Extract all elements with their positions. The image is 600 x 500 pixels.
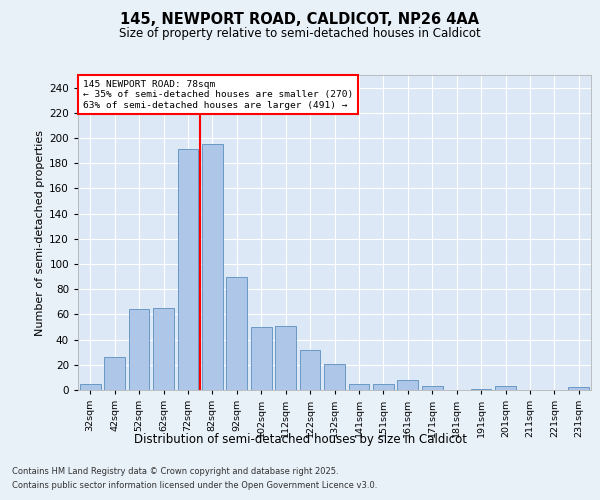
- Bar: [128, 310, 149, 390]
- Bar: [470, 388, 491, 390]
- Text: Size of property relative to semi-detached houses in Caldicot: Size of property relative to semi-detach…: [119, 28, 481, 40]
- Y-axis label: Number of semi-detached properties: Number of semi-detached properties: [35, 130, 45, 336]
- Bar: [226, 276, 247, 390]
- Bar: [397, 380, 418, 390]
- Text: 145 NEWPORT ROAD: 78sqm
← 35% of semi-detached houses are smaller (270)
63% of s: 145 NEWPORT ROAD: 78sqm ← 35% of semi-de…: [83, 80, 353, 110]
- Bar: [349, 384, 370, 390]
- Bar: [495, 386, 516, 390]
- Bar: [568, 388, 589, 390]
- Text: Contains public sector information licensed under the Open Government Licence v3: Contains public sector information licen…: [12, 481, 377, 490]
- Text: Distribution of semi-detached houses by size in Caldicot: Distribution of semi-detached houses by …: [133, 432, 467, 446]
- Bar: [178, 150, 199, 390]
- Bar: [275, 326, 296, 390]
- Bar: [324, 364, 345, 390]
- Text: 145, NEWPORT ROAD, CALDICOT, NP26 4AA: 145, NEWPORT ROAD, CALDICOT, NP26 4AA: [121, 12, 479, 28]
- Bar: [153, 308, 174, 390]
- Bar: [80, 384, 101, 390]
- Bar: [373, 384, 394, 390]
- Bar: [299, 350, 320, 390]
- Bar: [202, 144, 223, 390]
- Bar: [251, 327, 272, 390]
- Bar: [104, 357, 125, 390]
- Text: Contains HM Land Registry data © Crown copyright and database right 2025.: Contains HM Land Registry data © Crown c…: [12, 468, 338, 476]
- Bar: [422, 386, 443, 390]
